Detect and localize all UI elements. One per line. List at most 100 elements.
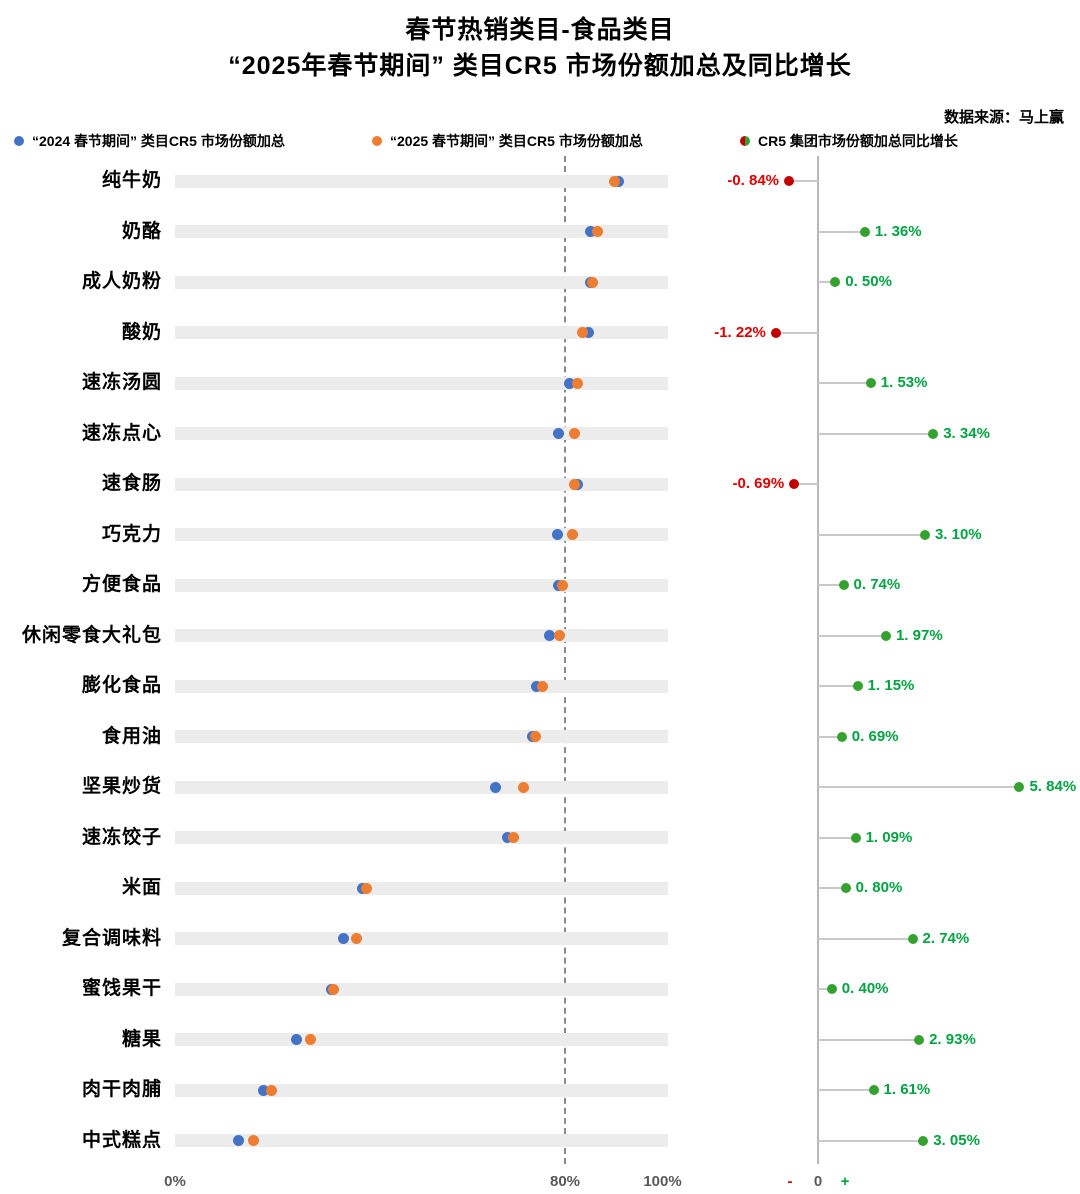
dot-2024 — [258, 1084, 270, 1096]
growth-label: 1. 36% — [874, 222, 922, 240]
bar-track — [175, 1083, 668, 1097]
dot-2025 — [591, 226, 603, 238]
legend-dot-2024-icon — [14, 136, 24, 146]
category-label: 纯牛奶 — [101, 170, 162, 191]
bar-track — [175, 881, 668, 895]
growth-stem — [818, 432, 934, 435]
growth-dot — [789, 479, 800, 490]
growth-label: 0. 69% — [851, 727, 899, 745]
growth-dot — [770, 327, 781, 338]
bar-track — [175, 932, 668, 946]
bar-track — [175, 629, 668, 643]
growth-dot — [838, 580, 849, 591]
legend-label-2024: “2024 春节期间” 类目CR5 市场份额加总 — [32, 133, 285, 149]
growth-stem — [789, 180, 818, 183]
dot-2025 — [247, 1135, 259, 1147]
dot-2025 — [587, 276, 599, 288]
growth-axis-plus: + — [840, 1173, 850, 1190]
growth-label: 3. 10% — [934, 525, 982, 543]
growth-label: 0. 50% — [845, 273, 892, 291]
growth-stem — [818, 382, 871, 385]
dot-2024 — [585, 226, 597, 238]
category-label: 蜜饯果干 — [81, 978, 162, 999]
category-label: 奶酪 — [121, 220, 162, 242]
growth-dot — [918, 1135, 929, 1146]
growth-stem — [818, 281, 836, 284]
growth-label: 2. 74% — [922, 929, 970, 947]
bar-track — [175, 275, 668, 289]
growth-stem — [818, 735, 842, 738]
growth-axis-zero: 0 — [813, 1173, 823, 1190]
legend-item-2024: “2024 春节期间” 类目CR5 市场份额加总 — [14, 130, 285, 152]
category-label: 成人奶粉 — [81, 271, 162, 292]
bar-track — [175, 578, 668, 592]
bar-track — [175, 326, 668, 340]
bar-track — [175, 225, 668, 239]
growth-stem — [818, 836, 856, 839]
dot-2024 — [489, 781, 501, 793]
dot-2025 — [518, 781, 530, 793]
growth-label: -0. 84% — [727, 172, 780, 190]
bar-track — [175, 1033, 668, 1047]
category-label: 速冻汤圆 — [81, 372, 162, 393]
dot-2024 — [552, 428, 564, 440]
growth-label: 3. 05% — [933, 1131, 980, 1149]
dot-2025 — [609, 175, 621, 187]
growth-stem — [818, 786, 1020, 789]
bar-track — [175, 477, 668, 491]
chart-title: 春节热销类目-食品类目 — [405, 16, 675, 44]
dot-2024 — [583, 327, 595, 339]
growth-stem — [818, 887, 846, 890]
growth-label: 0. 74% — [853, 576, 901, 594]
category-label: 肉干肉脯 — [81, 1079, 162, 1100]
category-label: 方便食品 — [81, 574, 162, 595]
growth-stem — [818, 634, 886, 637]
growth-dot — [868, 1085, 879, 1096]
growth-dot — [836, 731, 847, 742]
category-label: 食用油 — [101, 725, 162, 747]
category-label: 糖果 — [121, 1028, 162, 1050]
growth-dot — [1014, 782, 1025, 793]
dot-2025 — [568, 428, 580, 440]
dot-2025 — [530, 731, 542, 743]
growth-baseline — [817, 156, 819, 1164]
dot-2025 — [328, 983, 340, 995]
category-label: 中式糕点 — [81, 1129, 162, 1151]
dot-2025 — [567, 529, 579, 541]
category-label: 复合调味料 — [61, 927, 162, 949]
legend-item-growth: CR5 集团市场份额加总同比增长 — [740, 130, 958, 152]
growth-dot — [880, 630, 891, 641]
x-axis-tick: 80% — [549, 1173, 581, 1190]
dot-2024 — [564, 377, 576, 389]
growth-dot — [826, 984, 837, 995]
category-label: 速冻点心 — [81, 422, 162, 444]
growth-stem — [818, 1038, 920, 1041]
dot-2024 — [290, 1034, 302, 1046]
growth-dot — [840, 883, 851, 894]
category-label: 米面 — [121, 877, 162, 898]
bar-track — [175, 427, 668, 441]
bar-track — [175, 730, 668, 744]
growth-dot — [928, 428, 939, 439]
growth-dot — [914, 1034, 925, 1045]
category-label: 坚果炒货 — [81, 776, 162, 797]
growth-dot — [852, 681, 863, 692]
growth-stem — [794, 483, 818, 486]
growth-stem — [818, 1089, 874, 1092]
growth-dot — [830, 277, 841, 288]
dot-2024 — [337, 933, 349, 945]
growth-label: 2. 93% — [929, 1030, 976, 1048]
growth-label: 3. 34% — [943, 424, 990, 442]
dot-2025 — [571, 377, 583, 389]
legend-label-growth: CR5 集团市场份额加总同比增长 — [758, 133, 958, 149]
growth-label: 0. 80% — [855, 879, 903, 897]
bar-track — [175, 780, 668, 794]
dot-2024 — [543, 630, 555, 642]
growth-dot — [865, 378, 876, 389]
dot-2025 — [553, 630, 565, 642]
dot-2025 — [361, 882, 373, 894]
dot-2025 — [305, 1034, 317, 1046]
growth-stem — [818, 1139, 924, 1142]
growth-label: 1. 97% — [895, 626, 943, 644]
bar-track — [175, 1134, 668, 1148]
